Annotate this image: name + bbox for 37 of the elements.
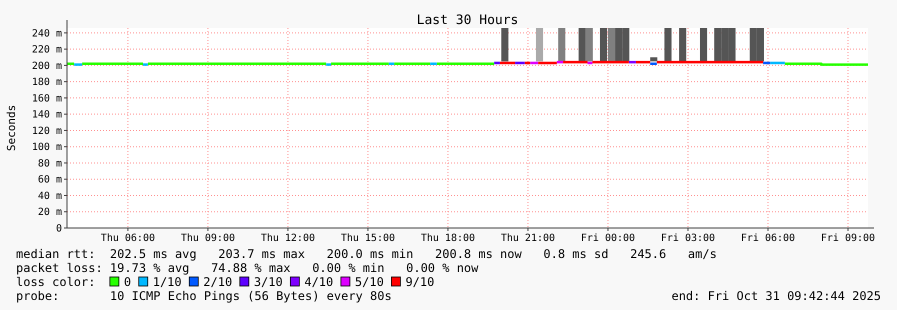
x-tick-label: Fri 06:00	[740, 233, 796, 244]
x-tick-label: Fri 03:00	[660, 233, 716, 244]
x-tick-label: Thu 12:00	[260, 233, 316, 244]
legend-label: 3/10	[254, 275, 283, 289]
y-tick-label: 140 m	[32, 110, 62, 121]
y-tick-label: 40 m	[38, 190, 62, 202]
legend-label: 2/10	[203, 275, 232, 289]
y-tick-label: 180 m	[32, 77, 62, 88]
y-axis-title: Seconds	[5, 104, 18, 152]
y-tick-label: 220 m	[32, 44, 62, 56]
x-tick-label: Thu 18:00	[420, 233, 476, 244]
y-tick-label: 0	[56, 224, 62, 234]
x-tick-label: Fri 00:00	[580, 233, 636, 244]
legend-title: loss color:	[16, 275, 96, 289]
y-tick-label: 160 m	[32, 93, 62, 104]
y-tick-label: 200 m	[32, 60, 62, 72]
y-tick-label: 100 m	[32, 142, 62, 154]
y-tick-label: 240 m	[32, 28, 62, 40]
legend-label: 9/10	[405, 275, 434, 289]
legend-label: 4/10	[304, 275, 334, 289]
text: median rtt: 202.5 ms avg 203.7 ms max 200.0 ms min 200.8 ms now 0.8 ms sd 245.6 am/s	[16, 247, 717, 261]
legend-label: 1/10	[152, 275, 182, 289]
y-tick-label: 80 m	[38, 158, 62, 170]
x-tick-label: Thu 15:00	[340, 233, 396, 244]
x-tick-label: Thu 21:00	[500, 233, 556, 244]
y-tick-label: 120 m	[32, 126, 62, 137]
legend-label: 0	[124, 275, 132, 289]
chart-title: Last 30 Hours	[416, 13, 518, 28]
x-tick-label: Fri 09:00	[820, 233, 876, 244]
text: end: Fri Oct 31 09:42:44 2025	[671, 289, 881, 303]
legend-label: 5/10	[354, 275, 384, 289]
x-tick-label: Thu 09:00	[180, 233, 235, 244]
x-tick-label: Thu 06:00	[100, 233, 155, 244]
y-tick-label: 20 m	[38, 207, 62, 218]
y-tick-label: 60 m	[38, 174, 62, 186]
text: packet loss: 19.73 % avg 74.88 % max 0.00 % min 0.00 % now	[16, 261, 480, 275]
text: probe: 10 ICMP Echo Pings (56 Bytes) every 80s	[16, 289, 392, 303]
